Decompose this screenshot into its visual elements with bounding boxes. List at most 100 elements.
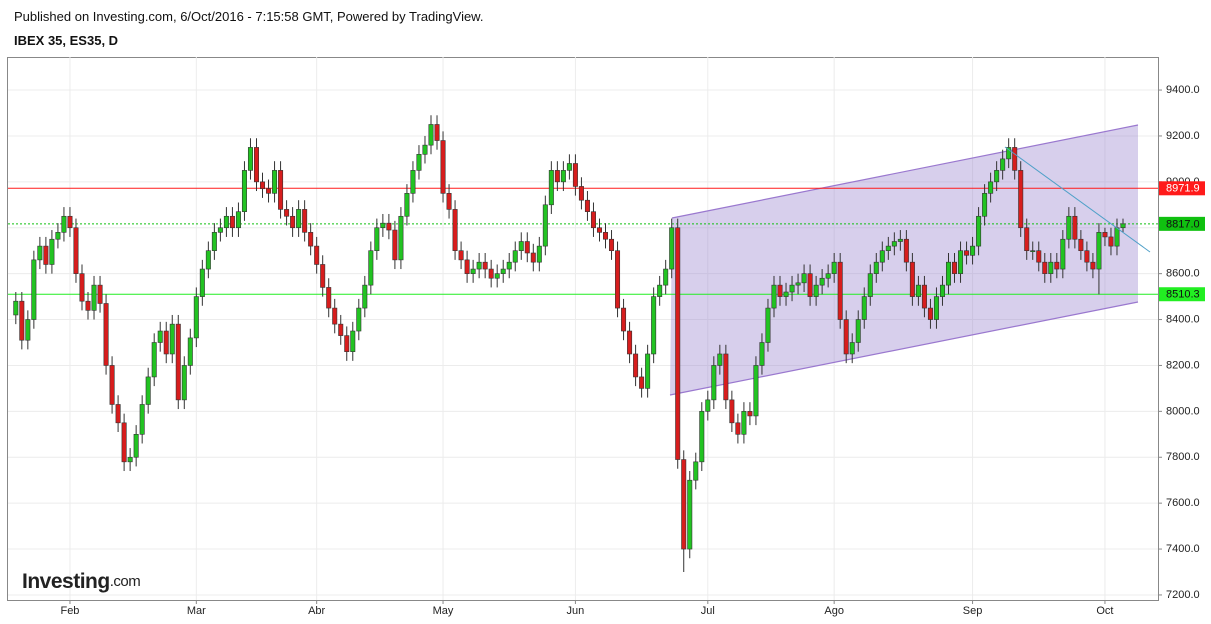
- candle-body: [266, 188, 272, 194]
- candle-body: [19, 300, 25, 341]
- candle-body: [560, 170, 566, 183]
- candle-body: [843, 319, 849, 355]
- x-tick-label: Oct: [1096, 605, 1113, 617]
- candle-body: [422, 144, 428, 155]
- candle-body: [645, 353, 651, 389]
- candles: [13, 115, 1126, 573]
- candle-body: [590, 211, 596, 229]
- candle-body: [410, 170, 416, 194]
- candle-body: [921, 284, 927, 309]
- candle-body: [1006, 147, 1012, 160]
- candle-body: [681, 459, 687, 550]
- candle-body: [73, 227, 79, 274]
- grid: [8, 57, 1158, 600]
- x-tick-label: Ago: [824, 605, 844, 617]
- candle-body: [765, 307, 771, 343]
- candle-body: [1042, 261, 1048, 274]
- y-tick-label: 8600.0: [1166, 268, 1200, 280]
- candle-body: [735, 422, 741, 435]
- x-tick-label: Jun: [567, 605, 585, 617]
- candle-body: [663, 268, 669, 286]
- logo-suffix: .com: [110, 573, 141, 590]
- candle-body: [801, 273, 807, 284]
- candle-body: [651, 296, 657, 355]
- candle-body: [584, 199, 590, 212]
- candle-body: [813, 284, 819, 297]
- candle-body: [37, 245, 43, 261]
- candle-body: [109, 365, 115, 405]
- x-tick-label: Mar: [187, 605, 206, 617]
- candle-body: [290, 215, 296, 229]
- logo: Investing.com: [22, 570, 140, 593]
- candle-body: [518, 241, 524, 251]
- candle-body: [873, 261, 879, 274]
- candle-body: [157, 330, 163, 343]
- candle-body: [789, 284, 795, 293]
- candle-body: [61, 215, 67, 233]
- candle-body: [356, 307, 362, 332]
- candle-body: [446, 193, 452, 210]
- candle-body: [536, 245, 542, 263]
- candle-body: [687, 479, 693, 550]
- candle-body: [566, 163, 572, 171]
- candle-body: [97, 284, 103, 304]
- candle-body: [927, 307, 933, 320]
- candle-body: [488, 268, 494, 279]
- y-tick-label: 8200.0: [1166, 359, 1200, 371]
- candle-body: [145, 376, 151, 405]
- candle-body: [1030, 250, 1036, 252]
- candle-body: [350, 330, 356, 352]
- candle-body: [181, 365, 187, 401]
- candle-body: [434, 124, 440, 141]
- x-tick-label: Jul: [701, 605, 715, 617]
- plot-frame: [7, 57, 1159, 601]
- candle-body: [314, 245, 320, 265]
- candle-body: [753, 365, 759, 417]
- y-tick-label: 8400.0: [1166, 313, 1200, 325]
- candle-body: [278, 170, 284, 210]
- candle-body: [578, 186, 584, 201]
- candle-body: [524, 241, 530, 254]
- price-level-tag: [1159, 287, 1205, 302]
- candle-body: [127, 456, 133, 463]
- candle-body: [67, 215, 73, 229]
- candle-body: [964, 250, 970, 256]
- candle-body: [332, 307, 338, 325]
- candle-body: [91, 284, 97, 311]
- candle-body: [163, 330, 169, 355]
- candle-body: [1108, 236, 1114, 247]
- candle-body: [1012, 147, 1018, 171]
- channel-bottom: [669, 301, 1139, 396]
- candle-body: [392, 229, 398, 261]
- candle-body: [777, 284, 783, 297]
- candle-body: [952, 261, 958, 274]
- candle-body: [819, 277, 825, 286]
- candle-body: [368, 250, 374, 286]
- candle-body: [296, 209, 302, 229]
- candle-body: [596, 227, 602, 233]
- candle-body: [783, 291, 789, 297]
- candle-body: [723, 353, 729, 401]
- candle-body: [211, 232, 217, 251]
- x-tick-label: Sep: [963, 605, 983, 617]
- candle-body: [458, 250, 464, 261]
- candle-body: [193, 296, 199, 339]
- candle-body: [494, 273, 500, 279]
- candle-body: [55, 232, 61, 240]
- y-tick-label: 8000.0: [1166, 405, 1200, 417]
- candle-body: [542, 204, 548, 247]
- candle-body: [717, 353, 723, 366]
- candle-body: [205, 250, 211, 270]
- candle-body: [994, 170, 1000, 183]
- candle-body: [103, 303, 109, 366]
- candle-body: [302, 209, 308, 233]
- candle-body: [1078, 238, 1084, 251]
- channel-top: [671, 124, 1139, 219]
- candle-body: [121, 422, 127, 463]
- candle-body: [729, 399, 735, 424]
- candle-body: [133, 434, 139, 458]
- candle-body: [284, 209, 290, 217]
- y-tick-label: 9200.0: [1166, 130, 1200, 142]
- candle-body: [958, 250, 964, 274]
- candle-body: [241, 170, 247, 212]
